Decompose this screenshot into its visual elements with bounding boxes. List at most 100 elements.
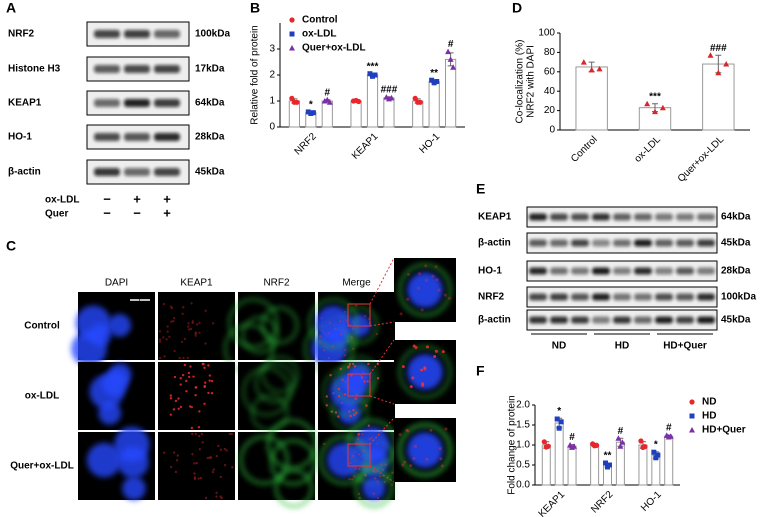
keap1-speck: [343, 393, 347, 396]
x-tick-label: ox-LDL: [632, 134, 663, 165]
keap1-speck: [170, 306, 174, 310]
micrograph: [318, 419, 398, 508]
keap1-speck: [179, 405, 183, 409]
nrf2-ring: [228, 297, 279, 349]
keap1-speck: [372, 492, 376, 495]
data-point: [541, 439, 547, 445]
inset-speck: [417, 272, 421, 276]
keap1-speck: [318, 335, 322, 338]
data-point: [412, 95, 418, 101]
legend-label: Quer+ox-LDL: [302, 43, 366, 54]
keap1-speck: [368, 438, 371, 441]
significance-label: *: [557, 406, 561, 417]
keap1-speck: [223, 464, 227, 467]
significance-label: *: [654, 439, 658, 450]
keap1-speck: [197, 426, 201, 429]
band: [529, 267, 547, 275]
keap1-speck: [219, 448, 223, 451]
keap1-speck: [340, 333, 343, 336]
keap1-speck: [201, 441, 204, 444]
nrf2-ring: [254, 362, 296, 404]
keap1-speck: [169, 394, 173, 397]
x-tick-label: HO-1: [639, 489, 664, 514]
keap1-speck: [348, 477, 351, 481]
band: [655, 267, 673, 275]
keap1-speck: [376, 496, 380, 500]
inset-speck: [438, 447, 442, 451]
zoom-line: [369, 257, 395, 305]
nrf2-ring: [270, 439, 317, 486]
keap1-speck: [354, 397, 357, 400]
keap1-speck: [185, 379, 188, 383]
micrograph: [78, 426, 155, 501]
band: [676, 213, 694, 221]
inset-speck: [401, 365, 405, 369]
nrf2-ring: [334, 362, 376, 404]
y-tick-label: 2.0: [516, 400, 530, 411]
keap1-speck: [208, 374, 212, 377]
data-point: [324, 96, 331, 103]
data-point: [606, 462, 612, 468]
micrograph: [238, 355, 315, 433]
data-point: [310, 110, 316, 116]
keap1-speck: [158, 330, 162, 333]
keap1-speck: [187, 371, 191, 375]
inset-speck: [439, 457, 443, 461]
significance-label: #: [324, 87, 330, 98]
data-point: [603, 460, 609, 466]
band: [529, 213, 547, 221]
data-point: [689, 427, 695, 433]
y-axis-label: NRF2 with DAPI: [526, 45, 537, 118]
y-axis-label: Relative fold of protein: [250, 25, 261, 125]
row-label: Quer+ox-LDL: [10, 461, 74, 472]
keap1-speck: [322, 349, 326, 352]
panel-letter: B: [250, 0, 260, 16]
zoom-line: [369, 321, 395, 327]
condition-label: ox-LDL: [45, 195, 79, 206]
inset-speck: [420, 368, 424, 372]
keap1-speck: [170, 320, 173, 323]
keap1-speck: [373, 477, 377, 480]
keap1-speck: [182, 356, 185, 360]
panel-letter: F: [476, 363, 485, 379]
data-point: [417, 99, 423, 105]
nucleus: [122, 476, 146, 501]
band: [550, 213, 568, 221]
inset-speck: [406, 272, 410, 276]
zoom-line: [369, 417, 395, 445]
keap1-speck: [186, 325, 190, 328]
x-tick-label: KEAP1: [350, 131, 381, 162]
y-tick-label: 60: [544, 66, 556, 77]
keap1-speck: [194, 332, 197, 335]
keap1-speck: [357, 434, 360, 437]
keap1-speck: [211, 322, 215, 325]
inset-speck: [423, 367, 427, 371]
keap1-speck: [357, 453, 361, 456]
nrf2-ring: [241, 316, 279, 354]
significance-label: #: [569, 432, 575, 443]
band: [571, 293, 589, 301]
data-point: [655, 452, 661, 458]
data-point: [308, 110, 314, 116]
row-label: ox-LDL: [25, 391, 59, 402]
keap1-speck: [193, 476, 197, 479]
band: [592, 213, 610, 221]
kda-label: 45kDa: [721, 315, 751, 326]
bar: [383, 97, 395, 128]
blot-label: HO-1: [8, 132, 32, 143]
inset-ring: [398, 423, 452, 477]
keap1-speck: [194, 331, 198, 334]
band: [529, 239, 547, 247]
y-tick-label: 0: [549, 125, 555, 136]
x-tick-label: Quer+ox-LDL: [676, 134, 727, 185]
significance-label: #: [618, 426, 624, 437]
band: [154, 133, 180, 141]
y-axis-label: Fold change of protein: [507, 395, 518, 495]
band: [94, 30, 120, 38]
band: [634, 293, 652, 301]
keap1-speck: [169, 413, 173, 416]
keap1-speck: [172, 316, 176, 320]
group-label: HD: [615, 341, 629, 352]
band: [676, 239, 694, 247]
band: [613, 213, 631, 221]
